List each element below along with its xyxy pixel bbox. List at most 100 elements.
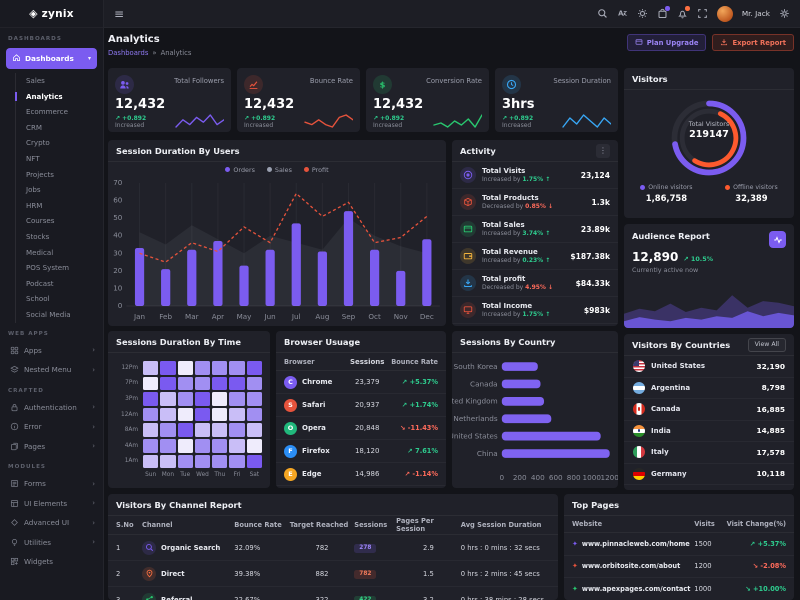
- card-icon: [635, 38, 643, 48]
- notifications-bell-icon[interactable]: [677, 6, 690, 19]
- util-icon: [11, 538, 18, 546]
- sidebar-item-crypto[interactable]: Crypto: [26, 138, 50, 148]
- sparkline: [433, 114, 482, 128]
- sidebar-item-stocks[interactable]: Stocks: [26, 231, 50, 241]
- breadcrumb-parent[interactable]: Dashboards: [108, 49, 149, 57]
- export-report-button[interactable]: Export Report: [712, 34, 794, 51]
- chevron-right-icon: ›: [92, 346, 95, 355]
- sidebar-item-pages[interactable]: Pages ›: [0, 437, 103, 457]
- sidebar-item-hrm[interactable]: HRM: [26, 200, 43, 210]
- session-duration-chart: 0 10 20 30 40 50 60 70 Jan Feb Mar Apr May Jun Jul Aug S…: [108, 177, 446, 323]
- ui-icon: [10, 499, 19, 507]
- active-users-value: 12,890: [632, 250, 679, 264]
- country-row-argentina: Argentina 8,798: [624, 378, 794, 399]
- heatmap-cell: [177, 423, 193, 437]
- heatmap-cell: [212, 438, 228, 453]
- heatmap-cell: [177, 438, 193, 453]
- sidebar-item-projects[interactable]: Projects: [26, 169, 54, 179]
- fullscreen-icon[interactable]: [697, 8, 708, 19]
- heatmap-cell: [212, 454, 228, 469]
- sidebar-item-dashboards[interactable]: Dashboards ▾: [6, 48, 97, 69]
- pages-icon: [11, 442, 18, 450]
- sidebar-item-advanced-ui[interactable]: Advanced UI ›: [0, 513, 103, 533]
- sun-icon: [637, 9, 647, 18]
- sparkline: [304, 114, 353, 128]
- flag-us-icon: [633, 360, 645, 373]
- edge-icon: E: [284, 467, 297, 481]
- pin-icon: [146, 569, 152, 578]
- sidebar-item-school[interactable]: School: [26, 294, 50, 304]
- top-pages-panel: Top Pages Website Visits Visit Change(%) ✦…: [564, 494, 794, 600]
- card-icon: [463, 225, 473, 233]
- theme-sun-icon[interactable]: [637, 8, 648, 19]
- lang-icon: A: [618, 10, 627, 18]
- channel-row-organic-search: 1 Organic Search 32.09% 782 278 2.9 0 hr…: [108, 535, 558, 561]
- sidebar-item-medical[interactable]: Medical: [26, 247, 54, 257]
- activity-menu-button[interactable]: ⋮: [596, 143, 610, 158]
- sidebar-item-forms[interactable]: Forms ›: [0, 474, 103, 494]
- sidebar-item-podcast[interactable]: Podcast: [26, 278, 54, 288]
- sidebar-item-crm[interactable]: CRM: [26, 122, 43, 132]
- plan-upgrade-button[interactable]: Plan Upgrade: [626, 34, 707, 51]
- sidebar-item-utilities[interactable]: Utilities ›: [0, 533, 103, 553]
- svg-text:Apr: Apr: [212, 312, 224, 321]
- disc-icon: [463, 170, 473, 180]
- chevron-right-icon: ›: [92, 403, 95, 412]
- activity-pulse-button[interactable]: [769, 231, 786, 248]
- heatmap-cell: [143, 376, 159, 391]
- site-dot-icon: ✦: [572, 539, 578, 548]
- page-header: Analytics Dashboards » Analytics Plan Up…: [108, 34, 794, 57]
- svg-text:600: 600: [549, 473, 563, 482]
- svg-text:Jul: Jul: [291, 312, 301, 321]
- sessions-by-time-panel: Sessions Duration By Time 12Pm 7Pm 3Pm 12Am…: [108, 331, 270, 488]
- sidebar-item-authentication[interactable]: Authentication ›: [0, 398, 103, 418]
- sidebar-item-social-media[interactable]: Social Media: [26, 309, 71, 319]
- user-name[interactable]: Mr. Jack: [741, 9, 770, 18]
- flag-it-icon: [633, 446, 645, 459]
- brand-logo[interactable]: ◈ zynix: [0, 0, 103, 28]
- sidebar-item-courses[interactable]: Courses: [26, 216, 55, 226]
- view-all-button[interactable]: View All: [747, 337, 786, 352]
- svg-text:1200: 1200: [600, 473, 618, 482]
- heatmap-cell: [194, 407, 211, 422]
- hamburger-menu-icon[interactable]: ≡: [114, 6, 125, 21]
- sidebar-item-analytics[interactable]: Analytics: [15, 89, 103, 105]
- heatmap-cell: [212, 392, 228, 406]
- heatmap-cell: [246, 361, 262, 375]
- sidebar-item-ui-elements[interactable]: UI Elements ›: [0, 494, 103, 514]
- svg-text:China: China: [477, 449, 498, 458]
- activity-row-total-profit: Total profit Decreased by 4.95% ↓ $84.33k: [452, 270, 618, 297]
- active-users-subtitle: Currently active now: [632, 266, 699, 274]
- grid-icon: [10, 346, 19, 354]
- search-icon[interactable]: [597, 8, 608, 19]
- sidebar-item-sales[interactable]: Sales: [26, 76, 45, 85]
- visitors-by-countries-panel: Visitors By Countries View All United St…: [624, 334, 794, 490]
- sidebar-item-pos-system[interactable]: POS System: [26, 263, 70, 273]
- avatar[interactable]: [716, 5, 733, 22]
- heatmap-cell: [246, 407, 262, 422]
- chevron-right-icon: ›: [92, 365, 95, 374]
- svg-text:Mar: Mar: [185, 312, 199, 321]
- heatmap-cell: [160, 376, 176, 391]
- heatmap-cell: [177, 376, 193, 391]
- sidebar-item-jobs[interactable]: Jobs: [26, 185, 41, 195]
- svg-text:800: 800: [567, 473, 581, 482]
- svg-text:Sep: Sep: [342, 312, 356, 321]
- sidebar-item-apps[interactable]: Apps ›: [0, 341, 103, 361]
- heatmap-cell: [229, 438, 245, 453]
- sidebar-item-error[interactable]: Error ›: [0, 417, 103, 437]
- top-page-row: ✦ www.orbitosite.com/about 1200 ↘ -2.08%: [564, 556, 794, 578]
- sidebar-item-widgets[interactable]: Widgets: [0, 552, 103, 572]
- chrome-icon: C: [284, 375, 297, 389]
- sidebar-item-nft[interactable]: NFT: [26, 153, 40, 163]
- country-row-italy: Italy 17,578: [624, 442, 794, 464]
- shopping-bag-icon[interactable]: [657, 6, 670, 19]
- page-title: Analytics: [108, 34, 160, 45]
- svg-text:United Kingdom: United Kingdom: [452, 397, 498, 406]
- language-icon[interactable]: A: [617, 8, 628, 19]
- svg-text:10: 10: [113, 283, 123, 292]
- gear-icon[interactable]: [779, 8, 790, 19]
- sidebar-item-ecommerce[interactable]: Ecommerce: [26, 107, 68, 117]
- sidebar-item-nested-menu[interactable]: Nested Menu ›: [0, 360, 103, 380]
- monitor-icon: [463, 306, 473, 314]
